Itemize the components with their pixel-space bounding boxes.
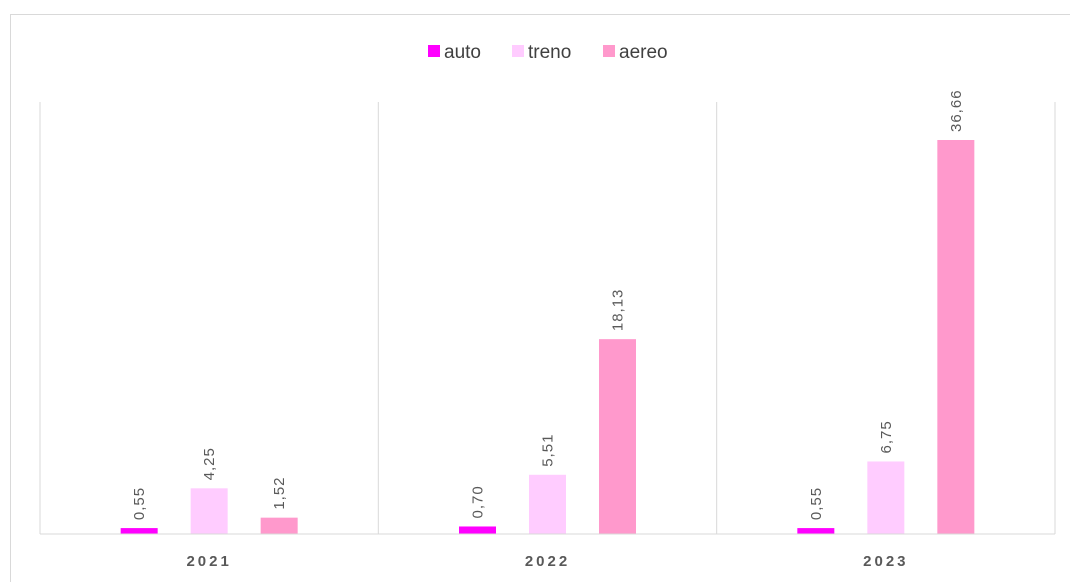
- legend-swatch-auto: [428, 45, 440, 57]
- x-tick-label: 2021: [186, 553, 231, 570]
- legend-swatch-aereo: [603, 45, 615, 57]
- data-label-auto-2021: 0,55: [131, 487, 148, 520]
- legend-label-aereo: aereo: [619, 42, 668, 63]
- bar-aereo-2021: [260, 517, 298, 534]
- bar-treno-2023: [867, 461, 905, 534]
- data-label-treno-2023: 6,75: [878, 420, 895, 453]
- x-tick-label: 2023: [863, 553, 908, 570]
- category-separators: [39, 102, 1056, 534]
- bars: [120, 140, 975, 534]
- data-label-aereo-2022: 18,13: [610, 289, 627, 332]
- data-labels: 0,55 4,25 1,52 0,70 5,51 18,13 0,55 6,75 36,66: [131, 89, 965, 520]
- bar-aereo-2022: [599, 339, 636, 534]
- bar-treno-2022: [529, 474, 566, 534]
- bar-treno-2021: [190, 488, 228, 534]
- bar-auto-2022: [459, 526, 496, 534]
- data-label-treno-2022: 5,51: [540, 434, 557, 467]
- data-label-treno-2021: 4,25: [201, 447, 218, 480]
- x-tick-labels: 2021 2022 2023: [186, 553, 908, 570]
- legend-label-treno: treno: [528, 42, 571, 63]
- data-label-aereo-2021: 1,52: [271, 476, 288, 509]
- legend-label-auto: auto: [444, 42, 481, 63]
- legend: auto treno aereo: [428, 42, 668, 63]
- bar-aereo-2023: [937, 140, 975, 534]
- data-label-auto-2022: 0,70: [470, 485, 487, 518]
- x-tick-label: 2022: [525, 553, 570, 570]
- legend-swatch-treno: [512, 45, 524, 57]
- data-label-aereo-2023: 36,66: [948, 89, 965, 132]
- bar-auto-2021: [120, 528, 158, 534]
- bar-auto-2023: [797, 528, 835, 534]
- data-label-auto-2023: 0,55: [808, 487, 825, 520]
